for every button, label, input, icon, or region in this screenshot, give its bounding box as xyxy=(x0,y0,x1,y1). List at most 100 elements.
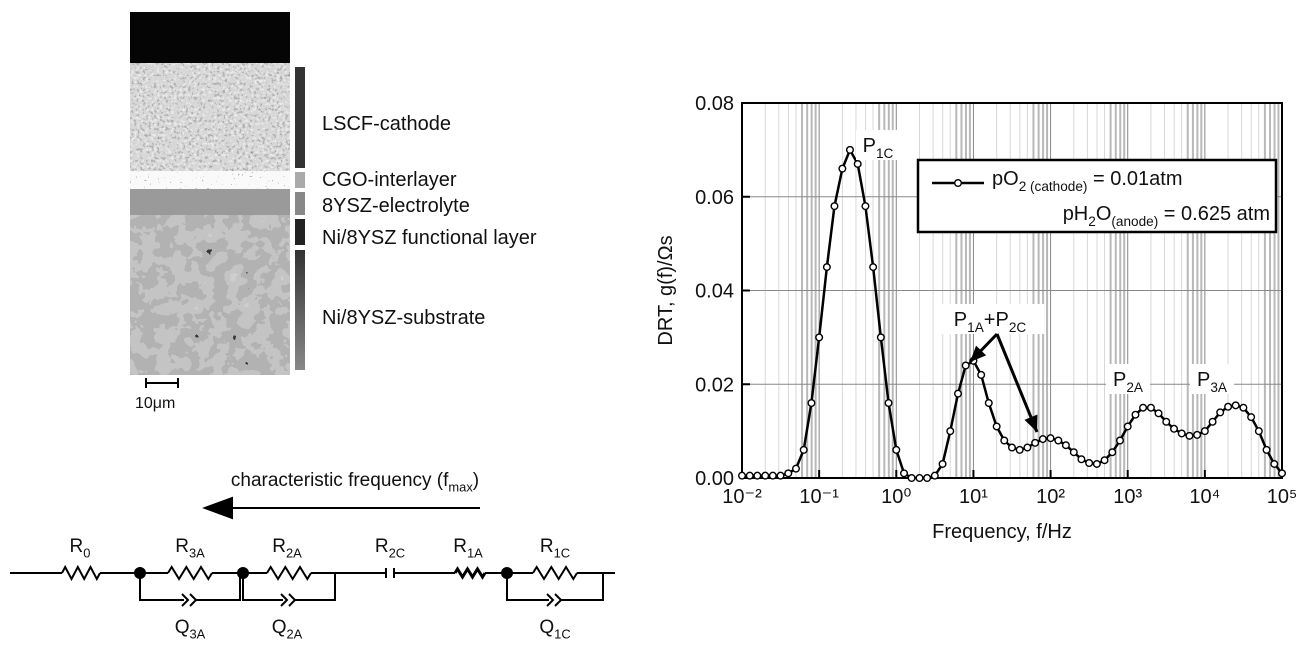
scale-label: 10μm xyxy=(135,395,175,412)
data-point xyxy=(845,145,854,154)
y-axis-label: DRT, g(f)/Ωs xyxy=(655,235,677,345)
data-point xyxy=(946,427,955,436)
data-point xyxy=(761,471,770,480)
data-point xyxy=(869,263,878,272)
y-tick-label: 0.06 xyxy=(695,187,734,209)
layer-bar xyxy=(295,67,305,168)
data-point xyxy=(1177,429,1186,438)
data-point xyxy=(791,464,800,473)
data-point xyxy=(1123,422,1132,431)
subscript: 1A xyxy=(467,546,483,561)
data-point xyxy=(838,164,847,173)
data-point xyxy=(807,399,816,408)
text-part: +P xyxy=(984,309,1009,331)
resistor xyxy=(266,565,312,581)
x-tick-label: 10⁻¹ xyxy=(799,486,839,508)
y-tick-label: 0.04 xyxy=(695,281,734,303)
arrow-label: characteristic frequency (fmax) xyxy=(231,470,479,495)
subscript: 3A xyxy=(1210,380,1228,395)
data-point xyxy=(938,459,947,468)
data-point xyxy=(1262,445,1271,454)
data-point xyxy=(954,389,963,398)
element-label: Q2A xyxy=(272,617,303,641)
data-point xyxy=(768,471,777,480)
text-part: P xyxy=(954,309,967,331)
data-point xyxy=(745,471,754,480)
x-tick-label: 10⁴ xyxy=(1189,486,1220,508)
data-point xyxy=(1069,448,1078,457)
text-part: P xyxy=(1113,369,1126,391)
data-point xyxy=(799,445,808,454)
y-tick-label: 0.08 xyxy=(695,93,734,115)
data-point xyxy=(984,399,993,408)
text-part: P xyxy=(1197,369,1210,391)
y-tick-label: 0.00 xyxy=(695,468,734,490)
wire xyxy=(196,573,241,601)
subscript: 1C xyxy=(554,627,571,641)
text-part: R xyxy=(540,536,554,557)
data-point xyxy=(1224,402,1233,411)
text-part: pH xyxy=(1063,203,1089,225)
data-point xyxy=(1115,436,1124,445)
x-tick-label: 10² xyxy=(1036,486,1065,508)
subscript: 2A xyxy=(286,546,302,561)
data-point xyxy=(892,445,901,454)
data-point xyxy=(915,474,924,483)
subscript: 3A xyxy=(189,546,205,561)
cpe xyxy=(546,593,563,607)
subscript: max xyxy=(448,480,473,495)
cathode-region xyxy=(130,63,290,171)
text-part: = 0.01atm xyxy=(1087,168,1182,190)
text-part: Q xyxy=(272,617,287,638)
data-point xyxy=(876,333,885,342)
element-label: R2C xyxy=(375,536,405,561)
electrolyte-region xyxy=(130,189,290,215)
text-part: ) xyxy=(473,470,479,491)
element-label: Q3A xyxy=(175,617,206,641)
interlayer-region xyxy=(130,171,290,189)
annotation: P3A xyxy=(1197,369,1228,395)
data-point xyxy=(1061,441,1070,450)
data-point xyxy=(1015,445,1024,454)
subscript: 2C xyxy=(389,546,406,561)
text-part: Q xyxy=(539,617,554,638)
data-point xyxy=(1247,413,1256,422)
annotation-arrow xyxy=(995,333,1039,433)
wire xyxy=(61,564,101,582)
data-point xyxy=(1154,409,1163,418)
data-point xyxy=(753,471,762,480)
data-point xyxy=(1239,403,1248,412)
data-point xyxy=(1007,443,1016,452)
resistor xyxy=(383,568,397,578)
layer-label: 8YSZ-electrolyte xyxy=(322,195,470,217)
subscript: 1C xyxy=(554,546,571,561)
layer-label: Ni/8YSZ-substrate xyxy=(322,307,485,329)
arrow-head xyxy=(970,345,987,362)
data-point xyxy=(830,202,839,211)
data-point xyxy=(977,370,986,379)
subscript: 2A xyxy=(1126,380,1144,395)
wire xyxy=(561,573,604,601)
data-point xyxy=(900,469,909,478)
text-part: R xyxy=(453,536,467,557)
data-point xyxy=(1277,469,1286,478)
current-collector xyxy=(130,12,290,63)
data-point xyxy=(1023,443,1032,452)
wire xyxy=(139,573,184,601)
wire xyxy=(506,573,549,601)
data-point xyxy=(1254,427,1263,436)
data-point xyxy=(1000,436,1009,445)
text-part: R xyxy=(175,536,189,557)
resistor xyxy=(532,565,578,581)
wire xyxy=(295,573,336,601)
text-part: Q xyxy=(175,617,190,638)
text-part: O xyxy=(1096,203,1112,225)
data-point xyxy=(1216,408,1225,417)
subscript: 2C xyxy=(1009,320,1027,335)
data-point xyxy=(1146,403,1155,412)
chart: 10⁻² 10⁻¹ 10⁰ 10¹ 10² 10³ 10⁴ 10⁵ 0.00 0.02 0.04 0.… xyxy=(655,93,1297,543)
circuit xyxy=(10,496,615,607)
text-part: pO xyxy=(992,168,1019,190)
data-point xyxy=(1085,459,1094,468)
